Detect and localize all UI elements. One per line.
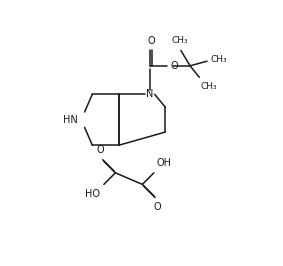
Text: O: O (97, 145, 105, 155)
Text: CH₃: CH₃ (172, 36, 188, 45)
Text: HO: HO (85, 189, 100, 199)
Text: CH₃: CH₃ (201, 82, 218, 91)
Text: O: O (170, 61, 178, 71)
Text: OH: OH (157, 158, 172, 168)
Text: HN: HN (63, 115, 78, 125)
Text: CH₃: CH₃ (211, 55, 228, 64)
Text: O: O (147, 36, 155, 46)
Text: N: N (146, 89, 154, 98)
Text: O: O (153, 202, 161, 212)
